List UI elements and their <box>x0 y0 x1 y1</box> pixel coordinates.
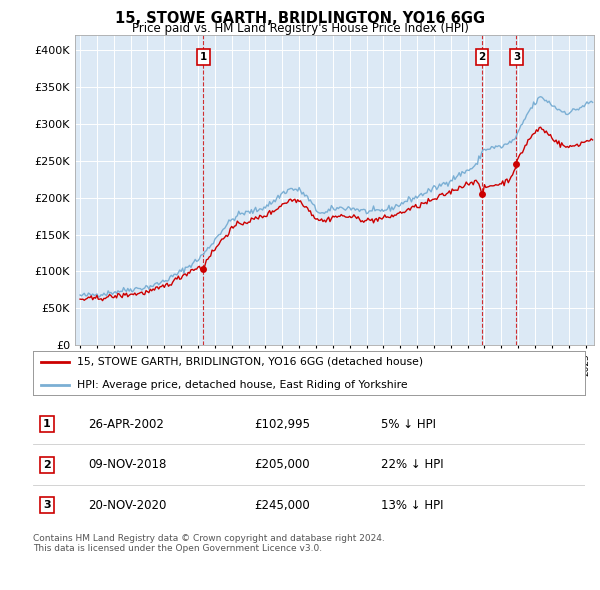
Text: 13% ↓ HPI: 13% ↓ HPI <box>381 499 443 512</box>
Text: 1: 1 <box>200 52 207 62</box>
Text: 15, STOWE GARTH, BRIDLINGTON, YO16 6GG: 15, STOWE GARTH, BRIDLINGTON, YO16 6GG <box>115 11 485 25</box>
Text: 20-NOV-2020: 20-NOV-2020 <box>88 499 167 512</box>
Text: £245,000: £245,000 <box>254 499 310 512</box>
Text: Price paid vs. HM Land Registry's House Price Index (HPI): Price paid vs. HM Land Registry's House … <box>131 22 469 35</box>
Text: 09-NOV-2018: 09-NOV-2018 <box>88 458 167 471</box>
Text: 3: 3 <box>513 52 520 62</box>
Text: 22% ↓ HPI: 22% ↓ HPI <box>381 458 443 471</box>
Text: £205,000: £205,000 <box>254 458 310 471</box>
Text: 26-APR-2002: 26-APR-2002 <box>88 418 164 431</box>
Text: 3: 3 <box>43 500 50 510</box>
Text: 2: 2 <box>478 52 486 62</box>
Text: 1: 1 <box>43 419 50 429</box>
Text: 15, STOWE GARTH, BRIDLINGTON, YO16 6GG (detached house): 15, STOWE GARTH, BRIDLINGTON, YO16 6GG (… <box>77 357 423 366</box>
Text: 5% ↓ HPI: 5% ↓ HPI <box>381 418 436 431</box>
Text: 2: 2 <box>43 460 50 470</box>
Text: Contains HM Land Registry data © Crown copyright and database right 2024.
This d: Contains HM Land Registry data © Crown c… <box>33 534 385 553</box>
Text: HPI: Average price, detached house, East Riding of Yorkshire: HPI: Average price, detached house, East… <box>77 380 408 389</box>
Text: £102,995: £102,995 <box>254 418 310 431</box>
